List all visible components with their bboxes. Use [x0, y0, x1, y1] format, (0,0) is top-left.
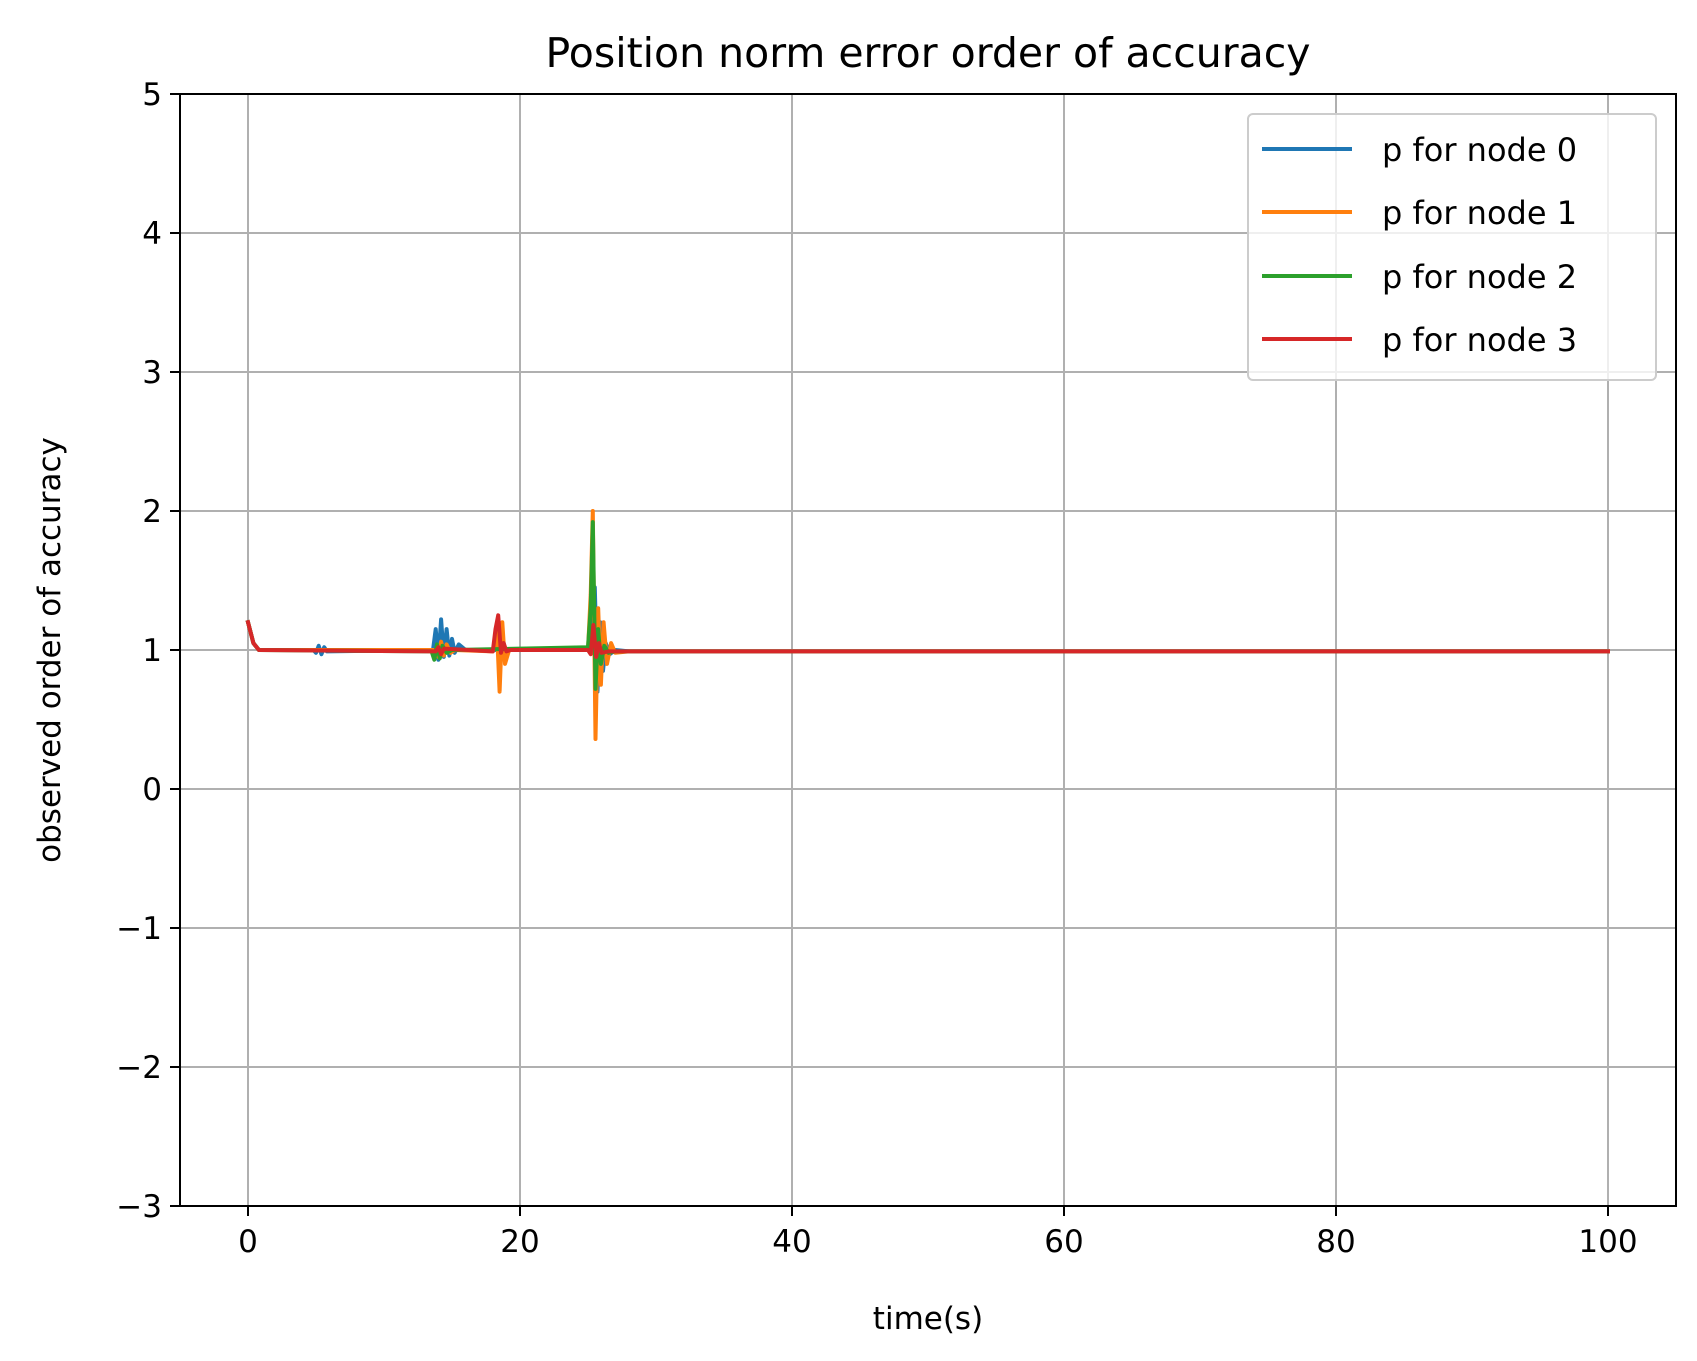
y-tick-label: −3 — [116, 1189, 162, 1225]
legend-label-node-3: p for node 3 — [1382, 321, 1577, 359]
x-tick-label: 100 — [1578, 1224, 1637, 1260]
y-tick-label: 2 — [142, 494, 162, 530]
y-tick-label: 3 — [142, 355, 162, 391]
legend-box — [1247, 113, 1657, 381]
legend-label-node-1: p for node 1 — [1382, 194, 1577, 232]
x-tick-label: 0 — [238, 1224, 258, 1260]
x-tick-label: 20 — [500, 1224, 539, 1260]
series-layer — [245, 509, 1610, 741]
x-tick-label: 60 — [1044, 1224, 1083, 1260]
y-axis-ticks: −3 −2 −1 0 1 2 3 4 5 — [116, 77, 180, 1225]
chart-title: Position norm error order of accuracy — [545, 29, 1310, 77]
x-axis-label: time(s) — [873, 1301, 983, 1337]
y-tick-label: −1 — [116, 911, 162, 947]
x-tick-label: 40 — [772, 1224, 811, 1260]
y-tick-label: 4 — [142, 216, 162, 252]
series-line-node-3 — [245, 613, 1610, 659]
legend-label-node-2: p for node 2 — [1382, 258, 1577, 296]
x-tick-label: 80 — [1316, 1224, 1355, 1260]
legend-label-node-0: p for node 0 — [1382, 131, 1577, 169]
y-tick-label: 1 — [142, 633, 162, 669]
y-tick-label: 0 — [142, 772, 162, 808]
y-tick-label: −2 — [116, 1050, 162, 1086]
y-axis-label: observed order of accuracy — [32, 437, 68, 863]
x-axis-ticks: 0 20 40 60 80 100 — [238, 1206, 1638, 1260]
y-tick-label: 5 — [142, 77, 162, 113]
legend: p for node 0 p for node 1 p for node 2 p… — [1247, 113, 1657, 381]
